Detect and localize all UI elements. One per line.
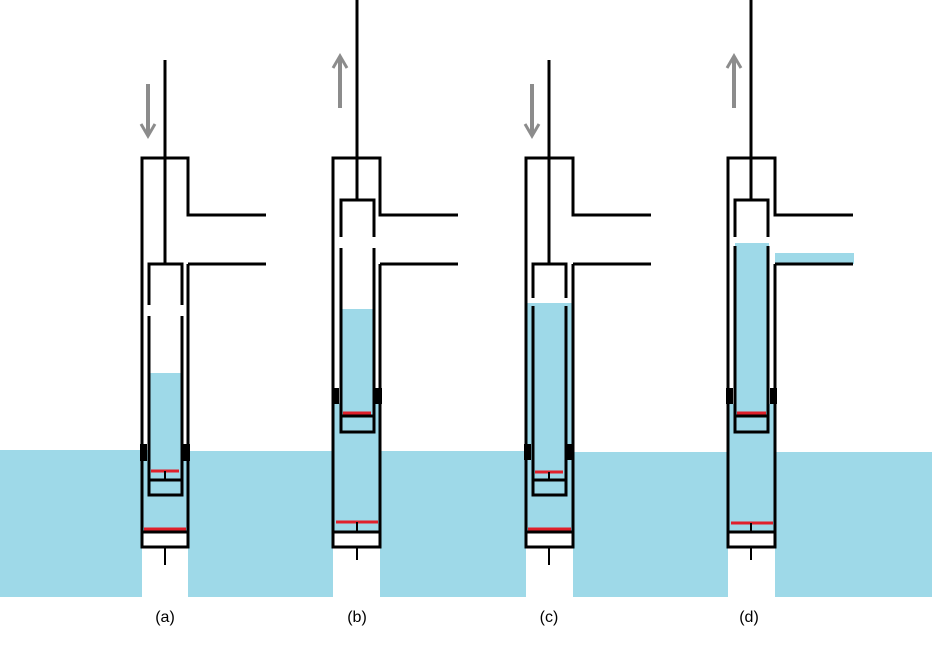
piston-seal-right: [183, 444, 190, 461]
piston-seal-right: [770, 388, 777, 404]
foot-valve-seat: [331, 530, 382, 549]
panel-c: (c): [523, 60, 651, 626]
arrow-up-icon: [331, 53, 349, 108]
water-reservoir: [0, 450, 932, 597]
cylinder-outline: [524, 156, 651, 547]
piston-seal-left: [332, 388, 339, 404]
piston-water: [341, 309, 374, 403]
foot-valve-seat: [524, 530, 575, 549]
foot-valve-seat: [726, 530, 777, 549]
foot-valve-seat: [140, 530, 190, 549]
piston-water: [735, 243, 769, 404]
reservoir-water-left: [0, 450, 142, 597]
arrow-up-icon: [725, 53, 743, 108]
reservoir-water-ab: [188, 451, 333, 597]
outlet-water: [775, 253, 854, 264]
panel-a: (a): [139, 60, 266, 626]
panel-b: (b): [331, 0, 458, 626]
arrow-down-icon: [139, 84, 157, 139]
reservoir-water-right: [775, 452, 932, 597]
reservoir-water-cd: [573, 452, 728, 597]
cylinder-outline: [140, 156, 266, 547]
cylinder-outline: [331, 156, 458, 547]
piston-seal-left: [140, 444, 147, 461]
piston-body: [339, 198, 376, 434]
reservoir-water-bc: [380, 451, 526, 597]
panel-caption-b: (b): [347, 609, 367, 626]
piston-seal-left: [524, 444, 531, 460]
piston-seal-right: [567, 444, 574, 460]
panel-d: (d): [725, 0, 854, 626]
piston-body: [733, 198, 770, 434]
piston-water: [149, 373, 182, 450]
cylinder-outline: [726, 156, 853, 547]
arrow-down-icon: [523, 84, 541, 139]
panel-caption-c: (c): [540, 609, 559, 626]
panel-caption-d: (d): [739, 609, 759, 626]
panel-caption-a: (a): [155, 609, 175, 626]
piston-seal-right: [375, 388, 382, 404]
piston-seal-left: [726, 388, 733, 404]
